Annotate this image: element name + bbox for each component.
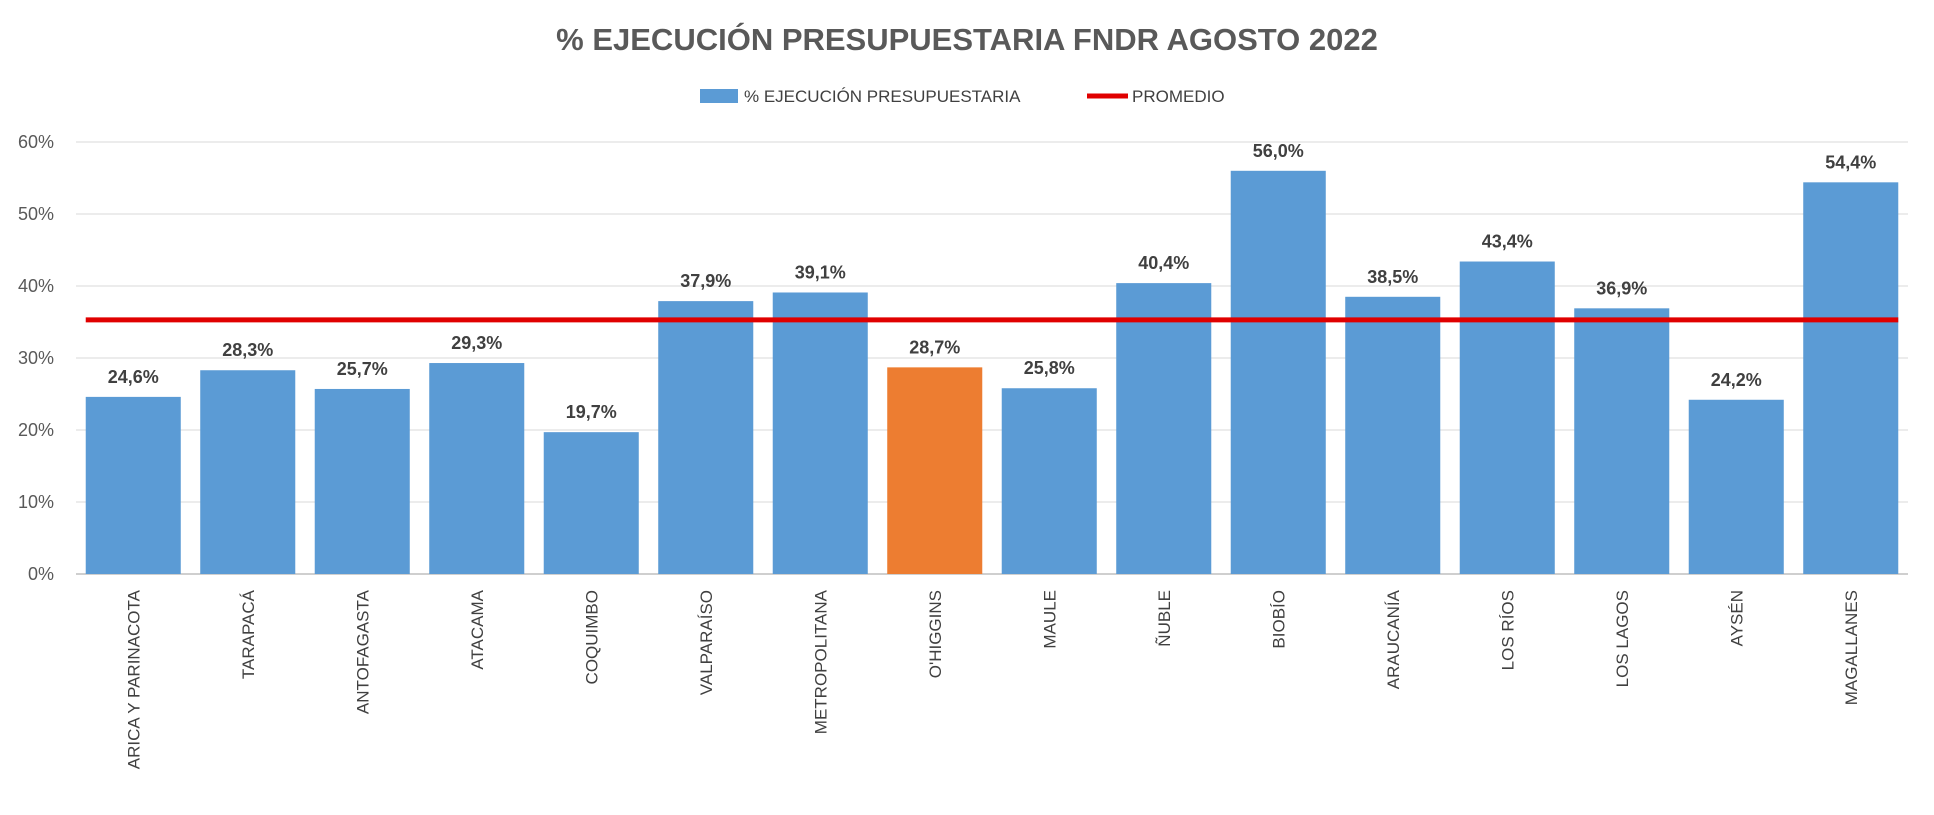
x-tick-label: COQUIMBO [582, 590, 601, 684]
bar-coquimbo [543, 432, 639, 574]
data-label: 37,9% [680, 271, 731, 291]
data-label: 19,7% [566, 402, 617, 422]
data-label: 54,4% [1825, 152, 1876, 172]
bar-biob-o [1230, 170, 1326, 575]
x-tick-label: MAGALLANES [1842, 590, 1861, 705]
data-label: 43,4% [1482, 232, 1533, 252]
chart-title: % EJECUCIÓN PRESUPUESTARIA FNDR AGOSTO 2… [556, 21, 1378, 57]
data-labels: 24,6% 28,3% 25,7% 29,3% 19,7% 37,9% 39,1% 28,7%… [108, 141, 1877, 422]
x-tick-label: ATACAMA [468, 589, 487, 669]
y-tick-label: 10% [18, 492, 54, 512]
bar-valpara-so [658, 301, 754, 574]
bar-tarapac- [200, 370, 296, 574]
data-label: 39,1% [795, 262, 846, 282]
data-label: 36,9% [1596, 278, 1647, 298]
x-tick-label: TARAPACÁ [239, 589, 258, 679]
legend-label-line: PROMEDIO [1132, 87, 1225, 106]
data-label: 25,8% [1024, 358, 1075, 378]
x-tick-label: LOS LAGOS [1613, 590, 1632, 687]
x-tick-label: MAULE [1040, 590, 1059, 649]
y-tick-label: 30% [18, 348, 54, 368]
x-tick-label: METROPOLITANA [811, 589, 830, 734]
x-tick-label: LOS RÍOS [1498, 590, 1517, 670]
bar--uble [1116, 283, 1212, 574]
bar-los-lagos [1574, 308, 1670, 574]
x-tick-label: ARAUCANÍA [1384, 589, 1403, 689]
x-tick-label: VALPARAÍSO [697, 590, 716, 695]
y-tick-label: 40% [18, 276, 54, 296]
y-tick-label: 0% [28, 564, 54, 584]
x-tick-label: BIOBÍO [1269, 590, 1288, 649]
bar-maule [1001, 388, 1097, 574]
data-label: 28,3% [222, 340, 273, 360]
data-label: 24,6% [108, 367, 159, 387]
bar-los-r-os [1459, 261, 1555, 574]
legend-label-bars: % EJECUCIÓN PRESUPUESTARIA [744, 87, 1021, 106]
bar-arica-y-parinacota [85, 396, 181, 574]
data-label: 38,5% [1367, 267, 1418, 287]
x-tick-label: O'HIGGINS [926, 590, 945, 678]
legend: % EJECUCIÓN PRESUPUESTARIA PROMEDIO [700, 87, 1225, 106]
data-label: 56,0% [1253, 141, 1304, 161]
bar-atacama [429, 363, 525, 574]
bar-ays-n [1688, 399, 1784, 574]
y-tick-label: 50% [18, 204, 54, 224]
bar-araucan-a [1345, 296, 1441, 574]
data-label: 40,4% [1138, 253, 1189, 273]
bar-antofagasta [314, 388, 410, 574]
y-tick-label: 20% [18, 420, 54, 440]
bar-o-higgins [887, 367, 983, 574]
legend-swatch-bars [700, 89, 738, 103]
x-tick-label: AYSÉN [1727, 590, 1746, 646]
bar-magallanes [1803, 182, 1899, 574]
data-label: 28,7% [909, 337, 960, 357]
data-label: 25,7% [337, 359, 388, 379]
data-label: 24,2% [1711, 370, 1762, 390]
x-tick-label: ANTOFAGASTA [353, 589, 372, 714]
x-tick-label: ARICA Y PARINACOTA [124, 589, 143, 769]
x-tick-label: ÑUBLE [1155, 590, 1174, 647]
y-tick-label: 60% [18, 132, 54, 152]
bars [85, 170, 1899, 575]
y-axis: 0% 10% 20% 30% 40% 50% 60% [18, 132, 54, 584]
bar-metropolitana [772, 292, 868, 574]
data-label: 29,3% [451, 333, 502, 353]
x-axis: ARICA Y PARINACOTA TARAPACÁ ANTOFAGASTA ATA… [124, 589, 1861, 769]
